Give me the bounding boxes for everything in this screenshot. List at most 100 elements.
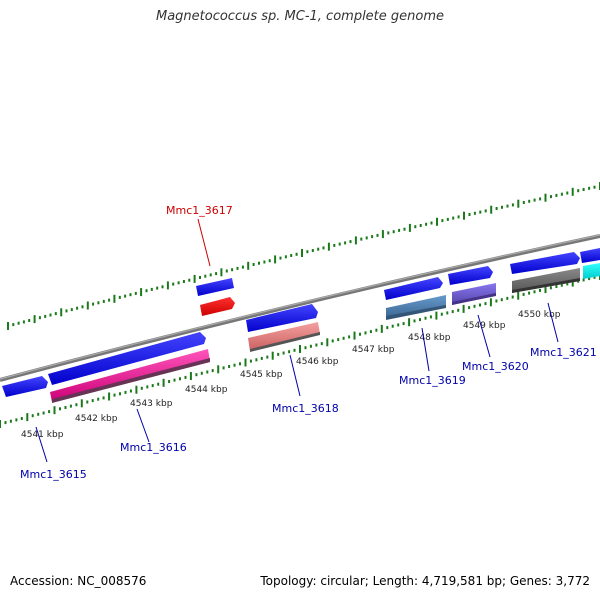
minor-tick: [430, 221, 433, 225]
gene-arrow-3618-fwd[interactable]: [246, 304, 318, 332]
major-tick: [326, 338, 329, 347]
minor-tick: [204, 274, 207, 278]
major-tick: [53, 406, 56, 415]
major-tick: [462, 304, 465, 313]
minor-tick: [338, 242, 341, 246]
kbp-label: 4550 kbp: [518, 310, 561, 320]
minor-tick: [206, 370, 209, 374]
gene-label-mmc1-3620[interactable]: Mmc1_3620: [462, 360, 529, 373]
minor-tick: [364, 331, 367, 335]
minor-tick: [440, 312, 443, 316]
major-tick: [0, 420, 1, 428]
minor-tick: [97, 397, 100, 401]
gene-arrow-3616-fwd[interactable]: [48, 332, 206, 385]
gene-label-mmc1-3619[interactable]: Mmc1_3619: [399, 374, 466, 387]
minor-tick: [501, 205, 503, 209]
gene-arrow-3620-rev[interactable]: [452, 283, 496, 305]
minor-tick: [284, 255, 287, 259]
minor-tick: [252, 263, 255, 266]
major-tick: [108, 392, 111, 401]
minor-tick: [560, 192, 563, 196]
minor-tick: [511, 295, 514, 299]
minor-tick: [403, 227, 406, 231]
gene-arrow-3619-rev[interactable]: [386, 295, 446, 320]
gene-arrow-3618-rev[interactable]: [248, 322, 320, 352]
minor-tick: [555, 193, 558, 197]
minor-tick: [446, 217, 449, 221]
minor-tick: [369, 330, 372, 334]
minor-tick: [15, 418, 18, 422]
minor-tick: [75, 403, 78, 407]
minor-tick: [429, 315, 432, 319]
minor-tick: [337, 338, 340, 342]
minor-tick: [566, 282, 569, 286]
gene-arrow-next-fwd[interactable]: [580, 248, 600, 263]
minor-tick: [65, 309, 68, 313]
minor-tick: [241, 265, 244, 269]
kbp-label: 4549 kbp: [463, 321, 506, 331]
gene-arrow-3617-fwd[interactable]: [196, 278, 234, 296]
minor-tick: [195, 373, 198, 377]
gene-label-mmc1-3618[interactable]: Mmc1_3618: [272, 402, 339, 415]
minor-tick: [360, 237, 363, 241]
minor-tick: [311, 249, 314, 252]
gene-label-mmc1-3621[interactable]: Mmc1_3621: [530, 346, 597, 359]
kbp-label: 4548 kbp: [408, 333, 451, 343]
gene-arrow-3619-fwd[interactable]: [384, 277, 443, 300]
minor-tick: [555, 285, 558, 288]
minor-tick: [392, 230, 395, 234]
minor-tick: [59, 407, 61, 411]
minor-tick: [172, 282, 175, 286]
minor-tick: [398, 228, 401, 232]
minor-tick: [173, 378, 176, 382]
major-tick: [436, 217, 438, 226]
major-tick: [113, 294, 116, 303]
minor-tick: [266, 355, 269, 359]
major-tick: [60, 308, 63, 317]
minor-tick: [168, 380, 171, 383]
minor-tick: [549, 286, 552, 290]
gene-arrow-3617-rev[interactable]: [200, 297, 235, 316]
inner-tick-track: [0, 272, 600, 428]
major-tick: [517, 291, 520, 300]
gene-arrow-3621-fwd[interactable]: [510, 252, 580, 274]
gene-label-mmc1-3615[interactable]: Mmc1_3615: [20, 468, 87, 481]
gene-arrow-next-rev[interactable]: [583, 263, 600, 279]
minor-tick: [177, 281, 180, 285]
gene-label-mmc1-3616[interactable]: Mmc1_3616: [120, 441, 187, 454]
gene-label-mmc1-3617[interactable]: Mmc1_3617: [166, 204, 233, 217]
gene-arrow-3616-rev[interactable]: [50, 349, 210, 403]
major-tick: [271, 351, 274, 360]
minor-tick: [31, 414, 34, 418]
gene-arrow-3620-fwd[interactable]: [448, 266, 493, 285]
minor-tick: [533, 198, 536, 202]
minor-tick: [182, 280, 185, 283]
minor-tick: [495, 207, 498, 210]
map-title: Magnetococcus sp. MC-1, complete genome: [155, 9, 445, 24]
kbp-label: 4542 kbp: [75, 414, 118, 424]
accession-text: Accession: NC_008576: [10, 574, 147, 588]
minor-tick: [102, 299, 105, 303]
minor-tick: [108, 298, 111, 302]
minor-tick: [124, 390, 127, 394]
minor-tick: [451, 310, 454, 314]
major-tick: [381, 230, 384, 239]
gene-arrow-3615-fwd[interactable]: [2, 376, 48, 397]
minor-tick: [533, 290, 536, 294]
gene-arrow-3621-rev[interactable]: [512, 268, 580, 293]
minor-tick: [582, 278, 585, 282]
minor-tick: [156, 286, 159, 290]
minor-tick: [17, 321, 20, 325]
kbp-label: 4545 kbp: [240, 370, 283, 380]
minor-tick: [315, 343, 318, 347]
minor-tick: [317, 247, 320, 251]
minor-tick: [239, 362, 241, 366]
major-tick: [544, 193, 547, 202]
genome-summary-text: Topology: circular; Length: 4,719,581 bp…: [260, 574, 590, 588]
minor-tick: [331, 339, 334, 343]
minor-tick: [260, 356, 263, 360]
minor-tick: [484, 302, 487, 306]
minor-tick: [150, 287, 153, 291]
minor-tick: [9, 419, 12, 423]
minor-tick: [42, 411, 45, 415]
